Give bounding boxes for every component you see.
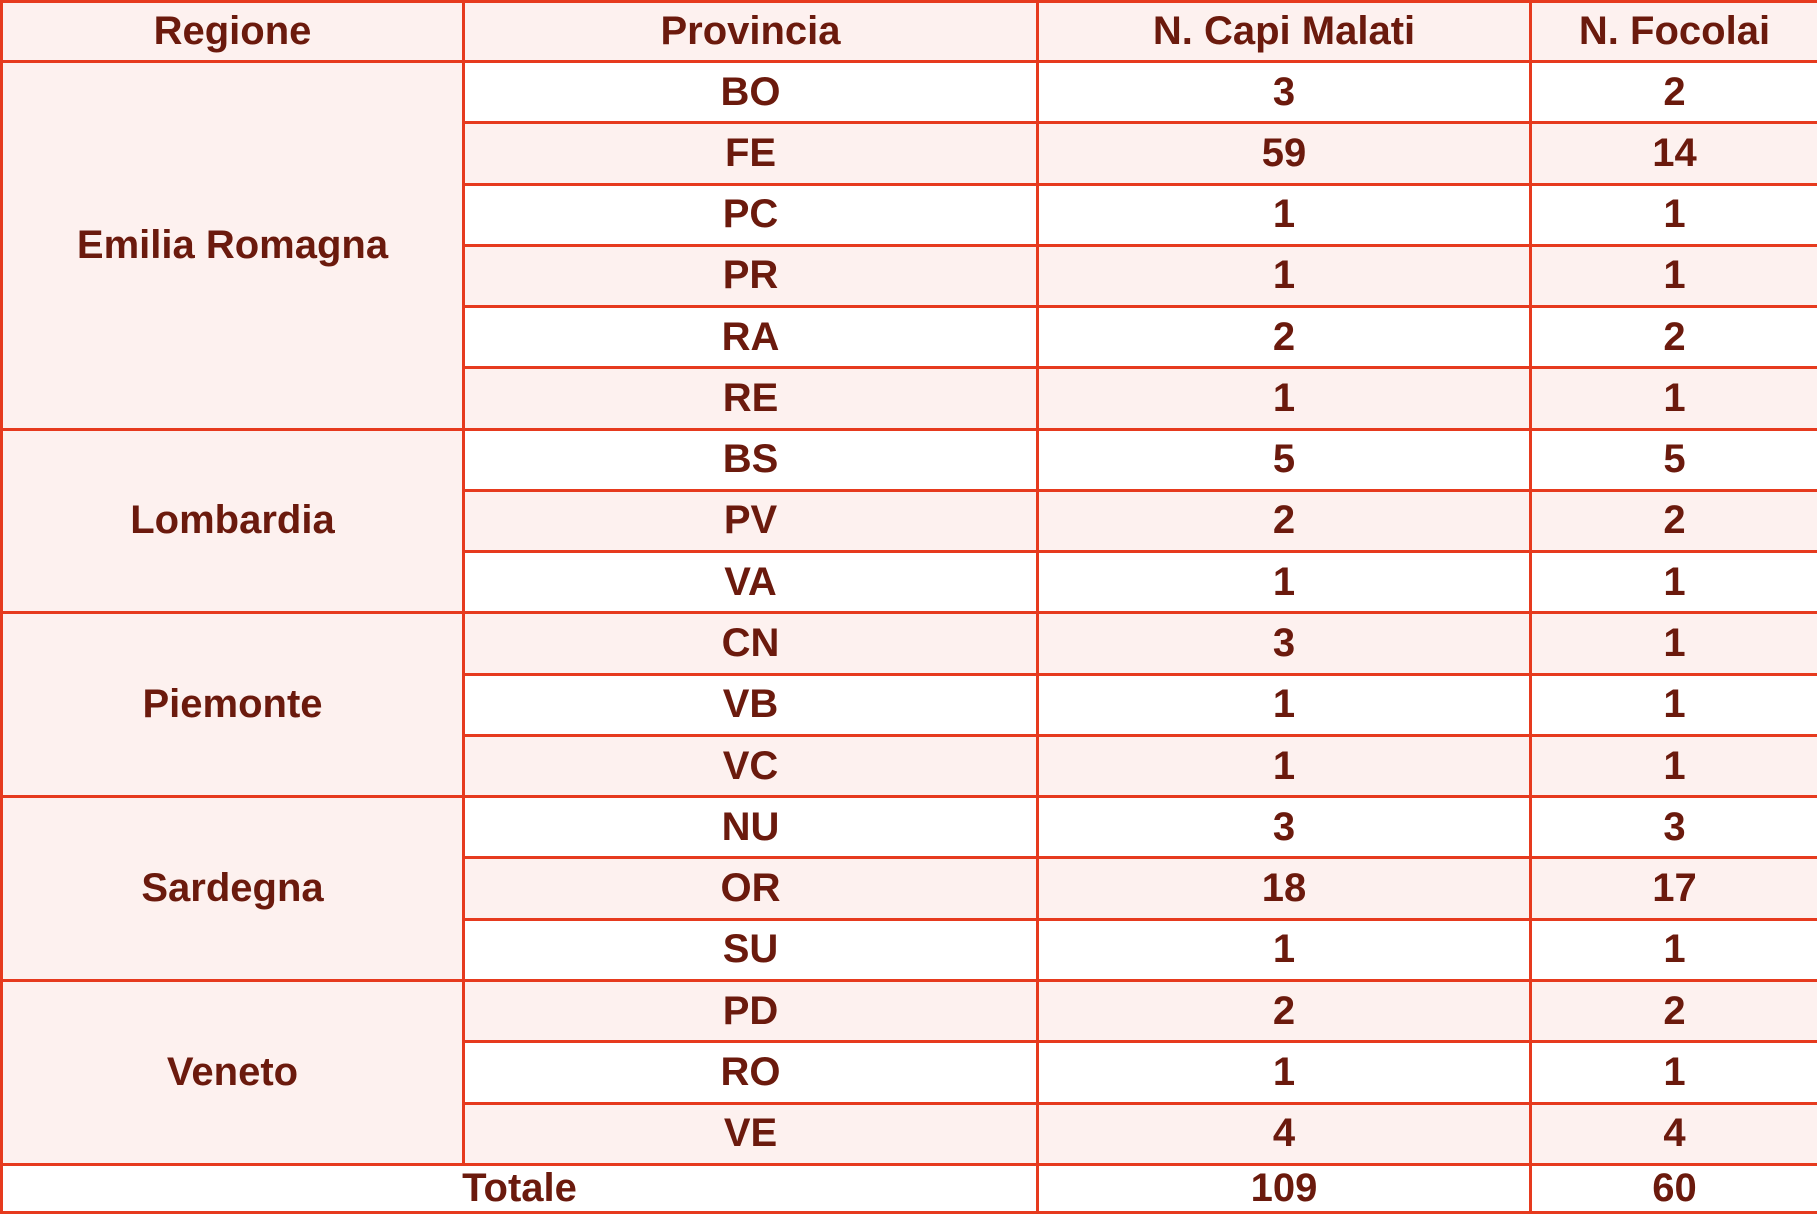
focolai-cell: 1 bbox=[1529, 550, 1817, 615]
focolai-cell: 1 bbox=[1529, 917, 1817, 982]
table-row: PC 1 1 bbox=[2, 182, 1817, 247]
capi-malati-cell: 3 bbox=[1036, 59, 1532, 125]
capi-malati-cell: 1 bbox=[1036, 243, 1532, 309]
focolai-cell: 5 bbox=[1529, 427, 1817, 492]
total-capi-malati: 109 bbox=[1036, 1163, 1532, 1214]
focolai-cell: 1 bbox=[1529, 672, 1817, 737]
provincia-cell: RE bbox=[462, 366, 1039, 431]
focolai-cell: 2 bbox=[1529, 305, 1817, 370]
table-row: Sardegna NU 3 3 bbox=[0, 795, 1817, 982]
table-body: Emilia Romagna BO 3 2 FE 59 14 PC 1 1 PR 1 1 RA 2 2 RE 1 1… bbox=[0, 59, 1817, 1167]
table-row: FE 59 14 bbox=[2, 121, 1817, 186]
focolai-cell: 14 bbox=[1529, 121, 1817, 186]
provincia-cell: FE bbox=[462, 121, 1039, 186]
table-row: Veneto PD 2 2 bbox=[0, 978, 1817, 1167]
focolai-cell: 2 bbox=[1529, 59, 1817, 125]
table-row: VA 1 1 bbox=[2, 550, 1817, 615]
region-cell: Lombardia bbox=[0, 427, 465, 615]
table-row: PV 2 2 bbox=[2, 488, 1817, 554]
table-row: RE 1 1 bbox=[2, 366, 1817, 431]
focolai-cell: 3 bbox=[1529, 795, 1817, 860]
focolai-cell: 1 bbox=[1529, 182, 1817, 247]
header-capi-malati: N. Capi Malati bbox=[1036, 0, 1532, 63]
capi-malati-cell: 4 bbox=[1036, 1101, 1532, 1167]
focolai-cell: 1 bbox=[1529, 611, 1817, 676]
provincia-cell: VB bbox=[462, 672, 1039, 737]
header-regione: Regione bbox=[0, 0, 465, 63]
capi-malati-cell: 3 bbox=[1036, 795, 1532, 860]
provincia-cell: RA bbox=[462, 305, 1039, 370]
provincia-cell: VA bbox=[462, 550, 1039, 615]
capi-malati-cell: 1 bbox=[1036, 182, 1532, 247]
capi-malati-cell: 5 bbox=[1036, 427, 1532, 492]
capi-malati-cell: 59 bbox=[1036, 121, 1532, 186]
header-row: Regione Provincia N. Capi Malati N. Foco… bbox=[0, 0, 1817, 63]
capi-malati-cell: 18 bbox=[1036, 856, 1532, 921]
provincia-cell: VC bbox=[462, 733, 1039, 799]
header-provincia: Provincia bbox=[462, 0, 1039, 63]
capi-malati-cell: 3 bbox=[1036, 611, 1532, 676]
provincia-cell: BS bbox=[462, 427, 1039, 492]
table-row: VB 1 1 bbox=[2, 672, 1817, 737]
capi-malati-cell: 2 bbox=[1036, 488, 1532, 554]
table-row: RA 2 2 bbox=[2, 305, 1817, 370]
region-cell: Piemonte bbox=[0, 611, 465, 799]
region-cell: Sardegna bbox=[0, 795, 465, 982]
provincia-cell: NU bbox=[462, 795, 1039, 860]
capi-malati-cell: 1 bbox=[1036, 672, 1532, 737]
focolai-cell: 1 bbox=[1529, 366, 1817, 431]
provincia-cell: PV bbox=[462, 488, 1039, 554]
focolai-cell: 1 bbox=[1529, 1040, 1817, 1105]
provincia-cell: VE bbox=[462, 1101, 1039, 1167]
focolai-cell: 17 bbox=[1529, 856, 1817, 921]
provincia-cell: RO bbox=[462, 1040, 1039, 1105]
focolai-cell: 4 bbox=[1529, 1101, 1817, 1167]
provincia-cell: OR bbox=[462, 856, 1039, 921]
provincia-cell: PC bbox=[462, 182, 1039, 247]
provincia-cell: BO bbox=[462, 59, 1039, 125]
provincia-cell: SU bbox=[462, 917, 1039, 982]
capi-malati-cell: 1 bbox=[1036, 1040, 1532, 1105]
table-row: OR 18 17 bbox=[2, 856, 1817, 921]
focolai-cell: 2 bbox=[1529, 978, 1817, 1044]
capi-malati-cell: 2 bbox=[1036, 305, 1532, 370]
total-focolai: 60 bbox=[1529, 1163, 1817, 1214]
table-row: PR 1 1 bbox=[2, 243, 1817, 309]
provincia-cell: PR bbox=[462, 243, 1039, 309]
focolai-cell: 1 bbox=[1529, 243, 1817, 309]
table-row: Emilia Romagna BO 3 2 bbox=[0, 59, 1817, 431]
capi-malati-cell: 1 bbox=[1036, 550, 1532, 615]
table-row: Piemonte CN 3 1 bbox=[0, 611, 1817, 799]
capi-malati-cell: 1 bbox=[1036, 733, 1532, 799]
provincia-cell: CN bbox=[462, 611, 1039, 676]
table-row: SU 1 1 bbox=[2, 917, 1817, 982]
capi-malati-cell: 1 bbox=[1036, 366, 1532, 431]
region-cell: Veneto bbox=[0, 978, 465, 1167]
total-row: Totale 109 60 bbox=[0, 1163, 1817, 1214]
region-cell: Emilia Romagna bbox=[0, 60, 465, 431]
header-focolai: N. Focolai bbox=[1529, 0, 1817, 63]
table-row: Lombardia BS 5 5 bbox=[0, 427, 1817, 615]
focolai-cell: 2 bbox=[1529, 488, 1817, 554]
table-row: VE 4 4 bbox=[2, 1101, 1817, 1167]
table-row: VC 1 1 bbox=[2, 733, 1817, 799]
table-row: RO 1 1 bbox=[2, 1040, 1817, 1105]
capi-malati-cell: 2 bbox=[1036, 978, 1532, 1044]
total-label: Totale bbox=[0, 1163, 1039, 1214]
capi-malati-cell: 1 bbox=[1036, 917, 1532, 982]
focolai-cell: 1 bbox=[1529, 733, 1817, 799]
provincia-cell: PD bbox=[462, 978, 1039, 1044]
